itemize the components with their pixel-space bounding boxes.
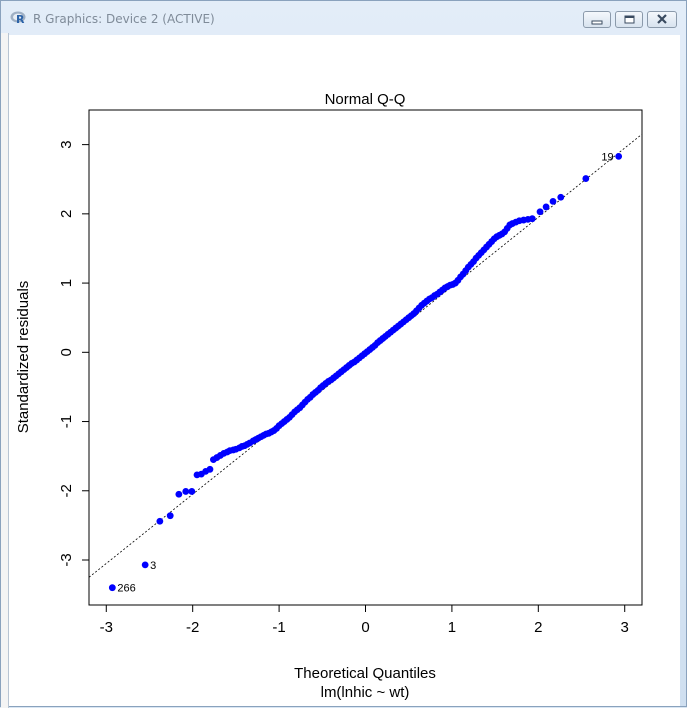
plot-area: Normal Q-Q -3 -2 -1 0 1 2 3 -3 -2 -1 0 1 2 3 19 3 266 … bbox=[9, 35, 680, 706]
window-left-border bbox=[1, 33, 9, 708]
y-tick-label: -2 bbox=[58, 484, 75, 497]
r-logo-icon: R bbox=[10, 11, 26, 26]
minimize-button[interactable] bbox=[583, 11, 611, 28]
y-tick-label: 0 bbox=[58, 348, 75, 356]
point-labels: 19 3 266 bbox=[117, 151, 613, 594]
y-tick-label: 2 bbox=[58, 210, 75, 218]
y-tick-label: 3 bbox=[58, 140, 75, 148]
minimize-icon bbox=[591, 20, 603, 25]
close-icon bbox=[657, 14, 667, 24]
x-tick-label: 3 bbox=[621, 619, 629, 636]
x-tick-label: -1 bbox=[272, 619, 285, 636]
data-point bbox=[536, 208, 544, 216]
x-tick-label: -3 bbox=[100, 619, 113, 636]
data-point bbox=[108, 584, 116, 592]
y-tick-label: -3 bbox=[58, 553, 75, 566]
x-axis-label: Theoretical Quantiles bbox=[294, 665, 436, 682]
data-point bbox=[156, 517, 164, 525]
data-point bbox=[549, 197, 557, 205]
close-button[interactable] bbox=[647, 11, 677, 28]
x-tick-label: 0 bbox=[361, 619, 369, 636]
point-label: 19 bbox=[601, 151, 613, 163]
data-point bbox=[615, 152, 623, 160]
window-title: R Graphics: Device 2 (ACTIVE) bbox=[33, 12, 215, 26]
point-label: 3 bbox=[150, 560, 156, 572]
y-tick-label: -1 bbox=[58, 415, 75, 428]
data-point bbox=[557, 193, 565, 201]
plot-frame bbox=[88, 109, 643, 606]
data-point bbox=[166, 512, 174, 520]
chart-subtitle: lm(lnhic ~ wt) bbox=[321, 684, 410, 701]
data-point bbox=[528, 215, 536, 223]
title-bar[interactable]: R R Graphics: Device 2 (ACTIVE) bbox=[1, 1, 686, 33]
data-point bbox=[175, 490, 183, 498]
x-tick-label: -2 bbox=[186, 619, 199, 636]
y-axis-label: Standardized residuals bbox=[15, 281, 32, 434]
chart-title: Normal Q-Q bbox=[325, 91, 406, 108]
points-layer bbox=[108, 152, 623, 592]
x-axis: -3 -2 -1 0 1 2 3 bbox=[100, 604, 629, 636]
restore-button[interactable] bbox=[615, 11, 643, 28]
data-point bbox=[206, 465, 214, 473]
point-label: 266 bbox=[117, 583, 135, 595]
svg-text:R: R bbox=[16, 13, 25, 25]
data-point bbox=[542, 203, 550, 211]
y-axis: -3 -2 -1 0 1 2 3 bbox=[58, 140, 90, 567]
data-point bbox=[182, 488, 190, 495]
data-point bbox=[141, 561, 149, 569]
y-tick-label: 1 bbox=[58, 279, 75, 287]
x-tick-label: 1 bbox=[448, 619, 456, 636]
data-point bbox=[582, 175, 590, 182]
restore-icon bbox=[624, 15, 635, 24]
data-point bbox=[188, 488, 196, 495]
x-tick-label: 2 bbox=[534, 619, 542, 636]
